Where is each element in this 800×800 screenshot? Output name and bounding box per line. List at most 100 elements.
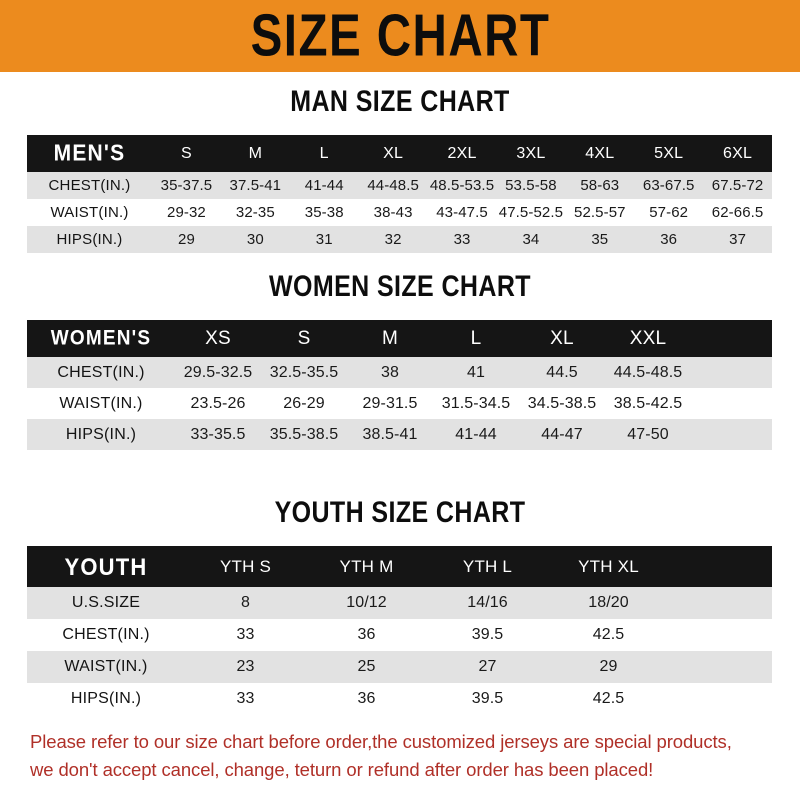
men-chest-xl: 44-48.5 <box>367 177 419 194</box>
youth-waist-s: 23 <box>236 658 255 675</box>
women-hips-empty <box>691 419 772 450</box>
women-col-xs: XS <box>205 327 231 349</box>
men-chest-m: 37.5-41 <box>229 177 282 194</box>
men-col-m: M <box>248 144 263 162</box>
youth-waist-l: 27 <box>478 658 497 675</box>
man-section-title: MAN SIZE CHART <box>290 85 510 119</box>
table-row: WAIST(IN.) 23.5-26 26-29 29-31.5 31.5-34… <box>27 388 772 419</box>
youth-ussize-l: 14/16 <box>467 594 508 611</box>
women-hips-xxl: 47-50 <box>627 425 669 443</box>
youth-chest-s: 33 <box>236 626 255 643</box>
men-waist-4xl: 52.5-57 <box>574 204 626 221</box>
women-chest-l: 41 <box>467 363 485 381</box>
youth-waist-xl: 29 <box>599 658 618 675</box>
women-hips-s: 35.5-38.5 <box>269 425 339 443</box>
youth-col-yth-l: YTH L <box>462 556 513 576</box>
men-chest-4xl: 58-63 <box>580 177 620 194</box>
youth-table-body: U.S.SIZE 8 10/12 14/16 18/20 CHEST(IN.) … <box>27 587 772 715</box>
men-row-label-waist: WAIST(IN.) <box>50 204 129 221</box>
table-row: HIPS(IN.) 29 30 31 32 33 34 35 36 37 <box>27 226 773 253</box>
men-col-4xl: 4XL <box>585 144 615 162</box>
men-waist-l: 35-38 <box>304 204 344 221</box>
women-col-l: L <box>470 327 482 349</box>
women-chest-empty <box>691 357 772 388</box>
youth-header-label: YOUTH <box>64 552 148 580</box>
men-waist-xl: 38-43 <box>373 204 413 221</box>
women-header-label: WOMEN'S <box>50 326 152 350</box>
men-hips-l: 31 <box>315 231 333 248</box>
men-table-body: CHEST(IN.) 35-37.5 37.5-41 41-44 44-48.5… <box>27 172 773 253</box>
women-waist-s: 26-29 <box>283 394 325 412</box>
banner-title: SIZE CHART <box>250 2 550 69</box>
youth-row-label-us-size: U.S.SIZE <box>71 594 141 611</box>
men-chest-3xl: 53.5-58 <box>505 177 557 194</box>
men-col-6xl: 6XL <box>723 144 753 162</box>
men-header-label: MEN'S <box>53 140 126 166</box>
disclaimer-line-2: we don't accept cancel, change, teturn o… <box>30 759 654 780</box>
women-row-label-waist: WAIST(IN.) <box>59 394 143 412</box>
men-hips-5xl: 36 <box>660 231 678 248</box>
youth-hips-m: 36 <box>357 690 376 707</box>
women-col-xl: XL <box>550 327 574 349</box>
men-col-3xl: 3XL <box>516 144 546 162</box>
women-waist-m: 29-31.5 <box>362 394 418 412</box>
youth-ussize-empty <box>669 587 772 619</box>
men-hips-m: 30 <box>246 231 264 248</box>
youth-col-yth-xl: YTH XL <box>578 556 639 576</box>
youth-waist-m: 25 <box>357 658 376 675</box>
youth-header-row: YOUTH YTH S YTH M YTH L YTH XL <box>27 546 772 587</box>
men-hips-xl: 32 <box>384 231 402 248</box>
youth-ussize-m: 10/12 <box>346 594 387 611</box>
men-hips-6xl: 37 <box>729 231 747 248</box>
women-waist-xl: 34.5-38.5 <box>527 394 597 412</box>
table-row: WAIST(IN.) 29-32 32-35 35-38 38-43 43-47… <box>27 199 773 226</box>
table-row: U.S.SIZE 8 10/12 14/16 18/20 <box>27 587 772 619</box>
men-waist-m: 32-35 <box>235 204 275 221</box>
men-size-table: MEN'S S M L XL 2XL 3XL 4XL 5XL 6XL CHEST… <box>27 135 773 253</box>
women-chest-xs: 29.5-32.5 <box>183 363 253 381</box>
youth-row-label-chest: CHEST(IN.) <box>62 626 150 643</box>
men-table-head: MEN'S S M L XL 2XL 3XL 4XL 5XL 6XL <box>27 135 773 172</box>
men-chest-6xl: 67.5-72 <box>711 177 764 194</box>
women-hips-l: 41-44 <box>455 425 497 443</box>
women-col-xxl: XXL <box>629 327 667 349</box>
youth-col-yth-s: YTH S <box>219 556 272 576</box>
table-row: HIPS(IN.) 33-35.5 35.5-38.5 38.5-41 41-4… <box>27 419 772 450</box>
women-size-table: WOMEN'S XS S M L XL XXL CHEST(IN.) 29.5-… <box>27 320 772 450</box>
men-row-label-hips: HIPS(IN.) <box>56 231 123 248</box>
youth-section-title: YOUTH SIZE CHART <box>274 496 526 530</box>
table-row: CHEST(IN.) 29.5-32.5 32.5-35.5 38 41 44.… <box>27 357 772 388</box>
men-chest-2xl: 48.5-53.5 <box>429 177 495 194</box>
men-col-2xl: 2XL <box>447 144 477 162</box>
disclaimer-note: Please refer to our size chart before or… <box>30 728 778 784</box>
banner: SIZE CHART <box>0 0 800 72</box>
women-chest-s: 32.5-35.5 <box>269 363 339 381</box>
women-waist-l: 31.5-34.5 <box>441 394 511 412</box>
women-hips-xl: 44-47 <box>541 425 583 443</box>
youth-hips-xl: 42.5 <box>592 690 625 707</box>
men-chest-s: 35-37.5 <box>160 177 213 194</box>
men-waist-2xl: 43-47.5 <box>436 204 488 221</box>
youth-col-yth-m: YTH M <box>339 556 394 576</box>
women-waist-xxl: 38.5-42.5 <box>613 394 683 412</box>
men-row-label-chest: CHEST(IN.) <box>48 177 131 194</box>
women-header-row: WOMEN'S XS S M L XL XXL <box>27 320 772 357</box>
men-col-5xl: 5XL <box>654 144 684 162</box>
table-row: WAIST(IN.) 23 25 27 29 <box>27 651 772 683</box>
men-col-xl: XL <box>383 144 404 162</box>
men-header-row: MEN'S S M L XL 2XL 3XL 4XL 5XL 6XL <box>27 135 773 172</box>
men-waist-3xl: 47.5-52.5 <box>498 204 564 221</box>
women-section-title: WOMEN SIZE CHART <box>269 270 531 304</box>
youth-chest-m: 36 <box>357 626 376 643</box>
table-row: CHEST(IN.) 35-37.5 37.5-41 41-44 44-48.5… <box>27 172 773 199</box>
women-chest-xl: 44.5 <box>546 363 578 381</box>
youth-chest-xl: 42.5 <box>592 626 625 643</box>
men-waist-5xl: 57-62 <box>649 204 689 221</box>
men-hips-s: 29 <box>178 231 195 248</box>
women-col-m: M <box>381 327 399 349</box>
youth-waist-empty <box>669 651 772 683</box>
table-row: CHEST(IN.) 33 36 39.5 42.5 <box>27 619 772 651</box>
youth-row-label-waist: WAIST(IN.) <box>64 658 148 675</box>
women-hips-xs: 33-35.5 <box>190 425 246 443</box>
